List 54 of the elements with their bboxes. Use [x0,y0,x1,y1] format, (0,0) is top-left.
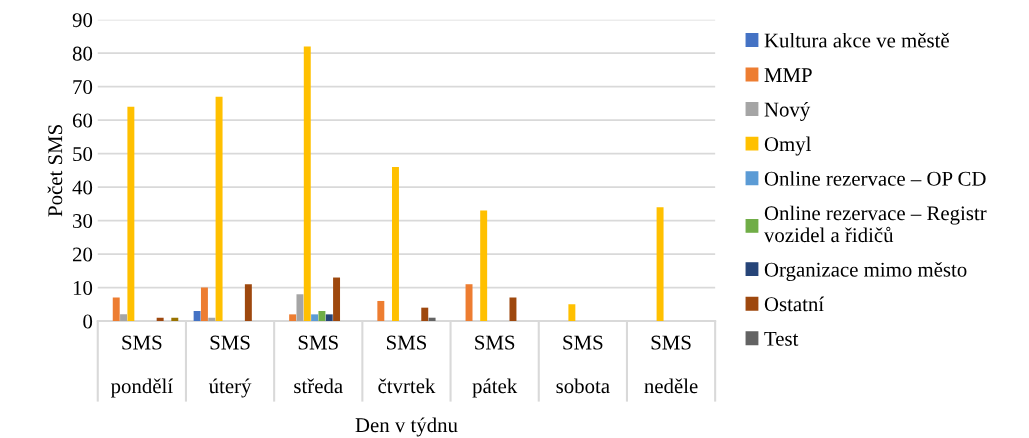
legend-label: Omyl [764,136,811,156]
bar [303,46,311,322]
bar [333,277,341,322]
legend-label: MMP [764,68,812,82]
bar [377,300,385,322]
category-label: SMS středa [294,335,343,394]
bar [509,297,517,322]
bar [568,304,576,322]
bar [296,294,304,322]
bar [318,311,326,322]
bar [200,287,208,322]
bar [193,311,201,322]
bar [656,207,664,322]
bar [289,314,297,322]
bar [156,317,164,322]
category-label: SMS pátek [472,335,518,398]
bar [171,317,179,322]
category-label: SMS pondělí [110,335,173,398]
legend-label: Online rezervace – Registr vozidel a řidičů [763,205,987,243]
bar [120,314,128,322]
y-axis-title: Počet SMS [47,125,63,217]
y-tick-label: 10 [73,280,93,295]
legend-label: Test [764,331,799,346]
y-tick-label: 80 [72,46,93,61]
category-label: SMS čtvrtek [378,335,436,394]
legend-label: Kultura akce ve městě [764,32,949,48]
y-tick-label: 0 [83,314,93,329]
bar [465,284,473,322]
legend-label: Organizace mimo město [764,262,967,281]
legend-label: Nový [764,101,811,121]
x-axis-title: Den v týdnu [355,417,458,437]
bar [480,210,488,322]
bar [325,314,333,322]
bar [208,317,216,322]
category-label: SMS neděle [644,335,698,394]
bar [428,317,436,322]
legend-label: Online rezervace – OP CD [764,171,986,186]
y-tick-label: 30 [73,213,93,229]
bar [112,297,120,322]
y-tick-label: 50 [73,147,93,162]
bar [127,106,135,322]
bar [215,96,223,322]
category-label: SMS úterý [208,335,252,398]
bar [392,167,399,322]
y-tick-label: 70 [73,80,93,95]
bar [244,284,252,322]
category-label: SMS sobota [556,335,610,394]
bar [311,314,319,322]
y-tick-label: 40 [72,180,93,195]
y-tick-label: 20 [72,247,93,262]
legend-label: Ostatní [764,296,824,312]
y-tick-label: 60 [72,113,93,128]
y-tick-label: 90 [72,13,93,28]
bar [421,307,429,322]
